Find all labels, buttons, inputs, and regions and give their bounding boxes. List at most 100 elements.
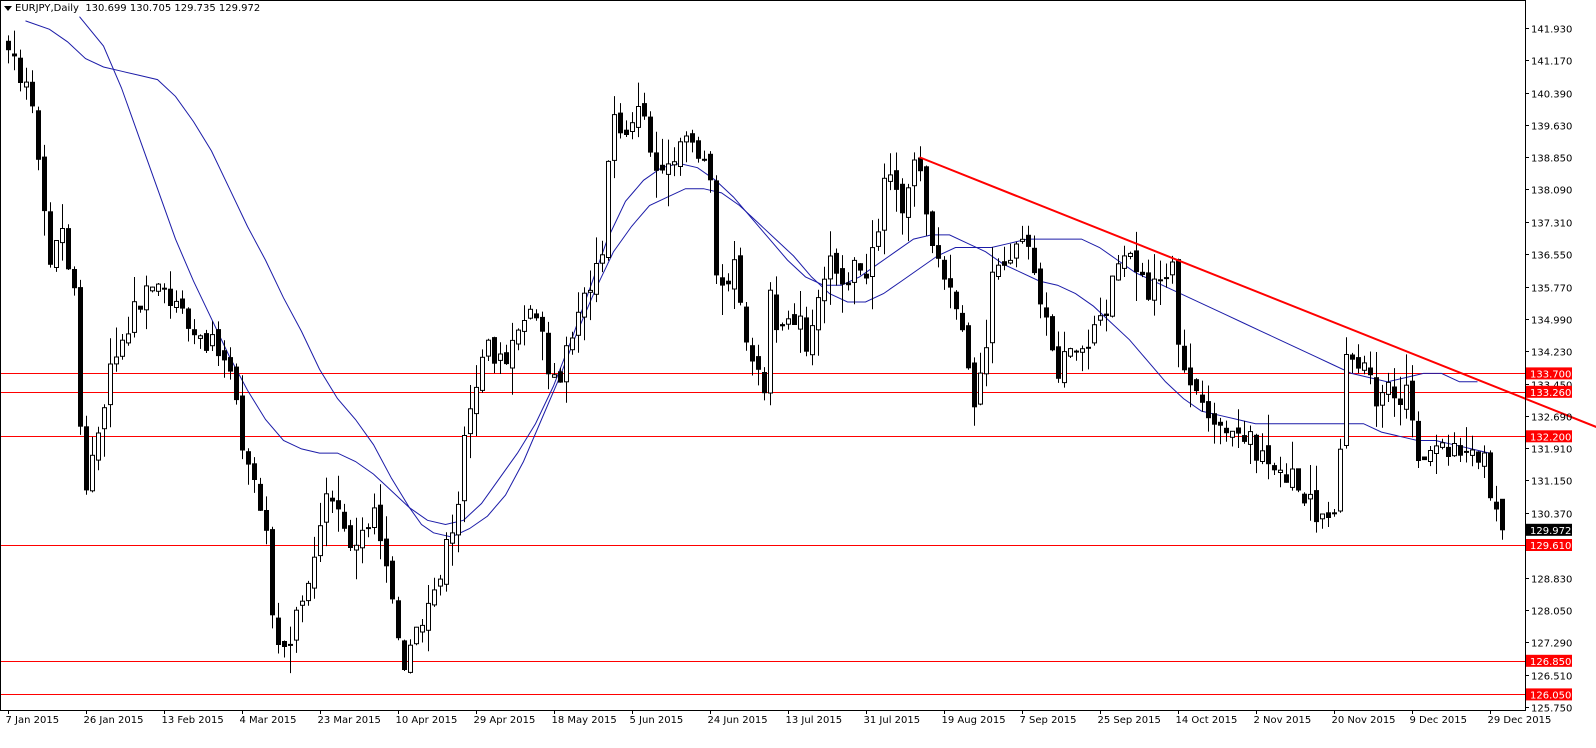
candle-body: [1183, 346, 1187, 370]
candle-body: [991, 272, 995, 343]
candle-body: [1123, 256, 1127, 269]
candle-body: [169, 289, 173, 305]
candle[interactable]: [649, 111, 653, 157]
candle-body: [949, 279, 953, 287]
candle[interactable]: [715, 175, 719, 284]
candle[interactable]: [739, 248, 743, 306]
candle-body: [253, 464, 257, 480]
chart-menu-triangle-icon[interactable]: [4, 6, 12, 11]
candle-body: [1297, 469, 1301, 490]
candle[interactable]: [67, 224, 71, 270]
candle-body: [1399, 399, 1403, 405]
candle-body: [25, 82, 29, 87]
candle-body: [901, 184, 905, 213]
candle-body: [1369, 368, 1373, 375]
candle-body: [247, 452, 251, 464]
time-tick-label: 23 Mar 2015: [318, 715, 381, 726]
candle-body: [769, 290, 773, 393]
candle-body: [1333, 513, 1337, 514]
price-tick-label: 137.310: [1531, 219, 1572, 230]
ohlc-readout: 130.699 130.705 129.735 129.972: [85, 3, 260, 14]
candle-body: [1249, 432, 1253, 445]
candle-body: [895, 171, 899, 190]
price-tick-label: 134.230: [1531, 348, 1572, 359]
candle-body: [193, 330, 197, 335]
candle-body: [1003, 262, 1007, 266]
timeframe-label: ,Daily: [50, 3, 78, 14]
candle-body: [763, 373, 767, 393]
candle[interactable]: [403, 640, 407, 671]
candle-body: [163, 288, 167, 289]
candle[interactable]: [1111, 276, 1115, 318]
candle-body: [343, 512, 347, 528]
candle-body: [1489, 453, 1493, 498]
candle-body: [19, 58, 23, 82]
candle-body: [319, 526, 323, 556]
candle-body: [559, 372, 563, 382]
candle-body: [373, 508, 377, 528]
candle[interactable]: [271, 527, 275, 629]
level-price-label-text: 129.610: [1530, 541, 1571, 552]
candle[interactable]: [1423, 457, 1427, 460]
time-tick-label: 2 Nov 2015: [1254, 715, 1312, 726]
candle-body: [877, 232, 881, 247]
candle-body: [1117, 264, 1121, 280]
candle-body: [1237, 428, 1241, 433]
level-price-label-text: 132.200: [1530, 432, 1571, 443]
candle-body: [1351, 355, 1355, 359]
candle[interactable]: [397, 597, 401, 640]
candle[interactable]: [235, 364, 239, 405]
candle[interactable]: [1297, 469, 1301, 492]
candle-body: [1063, 352, 1067, 383]
candle-body: [1147, 273, 1151, 299]
candle[interactable]: [445, 532, 449, 591]
candle[interactable]: [769, 282, 773, 405]
candle-body: [1453, 444, 1457, 456]
candle-body: [1105, 314, 1109, 315]
candle-body: [865, 274, 869, 278]
candle[interactable]: [1069, 348, 1073, 358]
candle[interactable]: [967, 323, 971, 370]
candle[interactable]: [697, 137, 701, 163]
candle-body: [1039, 269, 1043, 304]
candle[interactable]: [79, 280, 83, 435]
candle[interactable]: [205, 330, 209, 353]
candle-body: [241, 396, 245, 450]
candle-body: [1321, 514, 1325, 519]
candle-body: [1417, 421, 1421, 460]
candle[interactable]: [1489, 450, 1493, 500]
candle[interactable]: [415, 627, 419, 645]
candle-body: [37, 111, 41, 160]
candle[interactable]: [49, 202, 53, 267]
candle-body: [745, 307, 749, 342]
level-price-label-text: 126.050: [1530, 690, 1571, 701]
candle-body: [385, 539, 389, 566]
candle[interactable]: [85, 416, 89, 495]
candle-body: [7, 41, 11, 49]
price-tick-label: 138.090: [1531, 186, 1572, 197]
candle-body: [67, 229, 71, 269]
candle-body: [517, 330, 521, 344]
candle-body: [1465, 451, 1469, 452]
price-tick-label: 136.550: [1531, 251, 1572, 262]
candle[interactable]: [607, 160, 611, 261]
candle[interactable]: [55, 241, 59, 272]
candle-body: [1129, 253, 1133, 256]
candle-body: [673, 162, 677, 165]
candle-body: [619, 113, 623, 133]
candle-body: [613, 115, 617, 161]
candle-body: [823, 279, 827, 301]
candle-body: [97, 433, 101, 460]
candle-body: [883, 178, 887, 230]
candle[interactable]: [1339, 439, 1343, 513]
candle-body: [1279, 470, 1283, 472]
level-price-label: 132.200: [1526, 430, 1572, 443]
candle-body: [223, 351, 227, 360]
price-tick-label: 131.150: [1531, 477, 1572, 488]
candle-body: [1213, 414, 1217, 425]
candle[interactable]: [391, 556, 395, 603]
time-tick-label: 7 Jan 2015: [6, 715, 60, 726]
candle[interactable]: [1051, 314, 1055, 351]
